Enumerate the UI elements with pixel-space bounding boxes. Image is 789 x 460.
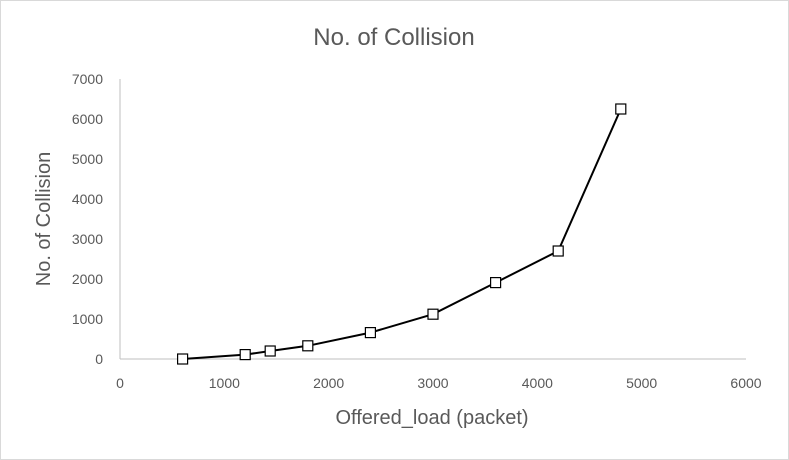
- x-tick-label: 0: [116, 375, 124, 391]
- x-tick-label: 5000: [626, 375, 657, 391]
- series-line: [182, 108, 622, 360]
- x-tick-label: 4000: [522, 375, 553, 391]
- x-tick-label: 2000: [313, 375, 344, 391]
- data-point-marker: [552, 245, 564, 257]
- y-tick-label: 0: [95, 351, 103, 367]
- data-point-marker: [177, 353, 189, 365]
- data-point-marker: [239, 349, 251, 361]
- chart-title: No. of Collision: [313, 24, 474, 51]
- data-point-marker: [427, 308, 439, 320]
- x-tick-labels: 0 1000 2000 3000 4000 5000 6000: [116, 375, 762, 391]
- data-point-marker: [364, 327, 376, 339]
- data-point-marker: [264, 345, 276, 357]
- data-point-marker: [490, 277, 502, 289]
- y-tick-label: 3000: [72, 231, 103, 247]
- y-tick-label: 4000: [72, 191, 103, 207]
- y-tick-labels: 0 1000 2000 3000 4000 5000 6000 7000: [72, 71, 103, 367]
- x-axis-title: Offered_load (packet): [335, 407, 528, 429]
- y-tick-label: 1000: [72, 311, 103, 327]
- x-tick-label: 1000: [209, 375, 240, 391]
- series-line-group: [182, 108, 622, 360]
- y-axis-title: No. of Collision: [33, 152, 55, 287]
- y-tick-label: 2000: [72, 271, 103, 287]
- y-tick-label: 7000: [72, 71, 103, 87]
- axes: [119, 79, 746, 360]
- y-tick-label: 6000: [72, 111, 103, 127]
- data-point-marker: [302, 340, 314, 352]
- series-points-group: [177, 103, 627, 365]
- x-tick-label: 3000: [417, 375, 448, 391]
- data-point-marker: [615, 103, 627, 115]
- y-tick-label: 5000: [72, 151, 103, 167]
- x-tick-label: 6000: [730, 375, 761, 391]
